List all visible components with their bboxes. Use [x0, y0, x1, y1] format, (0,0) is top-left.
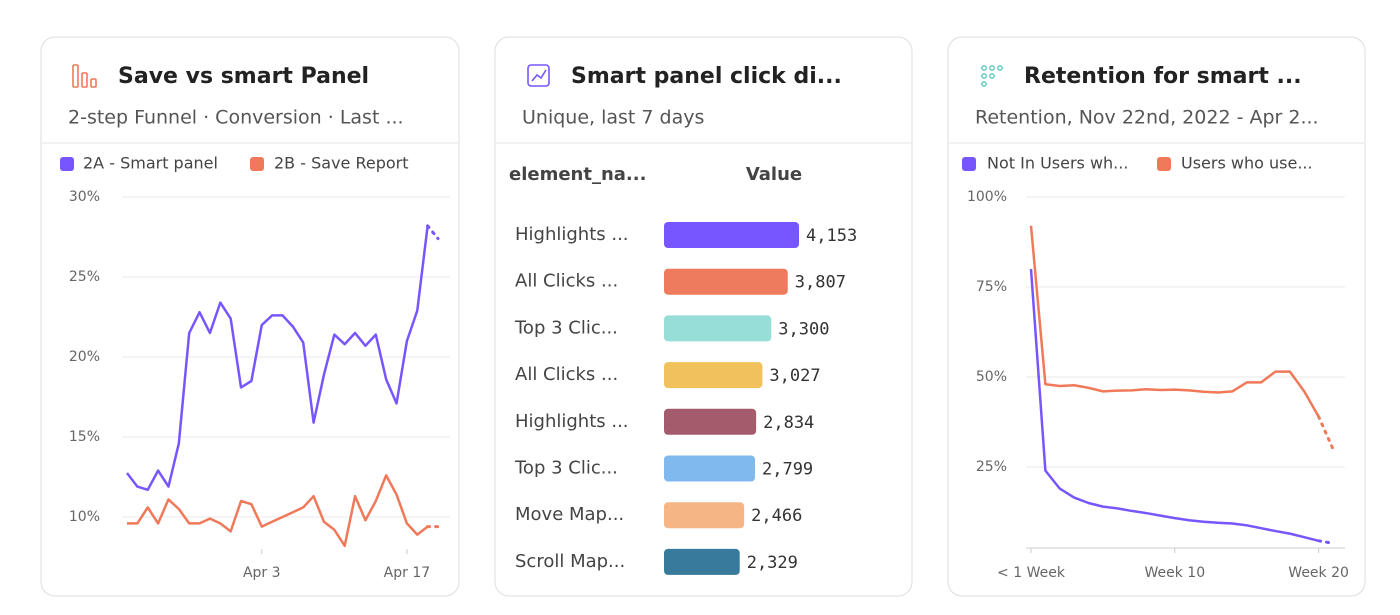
retention-icon: [981, 65, 1003, 87]
value-label: 3,300: [778, 319, 829, 339]
y-tick-label: 20%: [69, 349, 100, 365]
legend-swatch: [250, 157, 264, 171]
row-label: Move Map...: [515, 504, 624, 525]
card[interactable]: [947, 36, 1366, 597]
value-label: 4,153: [806, 226, 857, 246]
card-subtitle: Unique, last 7 days: [522, 107, 704, 129]
x-tick-label: Week 10: [1144, 565, 1205, 581]
x-tick-label: Week 20: [1288, 565, 1349, 581]
x-tick-label: < 1 Week: [997, 565, 1066, 581]
bar: [664, 268, 788, 295]
bar: [664, 362, 763, 389]
card-subtitle: Retention, Nov 22nd, 2022 - Apr 2...: [975, 107, 1319, 129]
card-title[interactable]: Retention for smart ...: [1024, 64, 1302, 89]
card-subtitle: 2-step Funnel · Conversion · Last ...: [68, 107, 404, 129]
legend-label: Not In Users wh...: [987, 154, 1128, 173]
bar: [664, 315, 772, 342]
value-label: 2,329: [747, 553, 798, 573]
card-title[interactable]: Save vs smart Panel: [118, 64, 369, 89]
series-line: [127, 474, 429, 548]
row-label: Top 3 Clic...: [514, 458, 618, 479]
y-tick-label: 50%: [976, 369, 1007, 385]
legend-label: 2B - Save Report: [274, 154, 409, 173]
bar: [664, 222, 799, 248]
legend-label: Users who use...: [1181, 154, 1313, 173]
series-projection: [1317, 539, 1335, 545]
legend-swatch: [962, 157, 976, 171]
bar: [664, 455, 755, 482]
bar: [664, 548, 740, 575]
series-projection: [426, 224, 440, 241]
legend-swatch: [60, 157, 74, 171]
y-tick-label: 25%: [69, 269, 100, 285]
row-label: All Clicks ...: [515, 271, 618, 292]
y-tick-label: 75%: [976, 279, 1007, 295]
bar: [664, 502, 745, 529]
funnel-icon: [72, 64, 97, 88]
series-projection: [1317, 415, 1335, 451]
y-tick-label: 30%: [69, 189, 100, 205]
insights-icon: [527, 64, 550, 87]
series-line: [1029, 268, 1319, 543]
row-label: Highlights ...: [515, 224, 629, 245]
row-label: Scroll Map...: [515, 551, 625, 572]
y-tick-label: 10%: [69, 509, 100, 525]
column-header: Value: [746, 164, 802, 185]
row-label: Top 3 Clic...: [514, 317, 618, 338]
y-tick-label: 100%: [967, 189, 1007, 205]
column-header: element_na...: [509, 164, 646, 185]
value-label: 2,834: [763, 413, 814, 433]
legend-label: 2A - Smart panel: [83, 154, 218, 173]
value-label: 3,807: [795, 273, 846, 293]
card[interactable]: [40, 36, 460, 597]
y-tick-label: 15%: [69, 429, 100, 445]
y-tick-label: 25%: [976, 459, 1007, 475]
x-tick-label: Apr 17: [384, 565, 430, 581]
x-tick-label: Apr 3: [243, 565, 281, 581]
value-label: 2,799: [762, 460, 813, 480]
value-label: 3,027: [769, 366, 820, 386]
row-label: Highlights ...: [515, 411, 629, 432]
legend-swatch: [1157, 157, 1171, 171]
series-line: [1029, 225, 1320, 418]
card-title[interactable]: Smart panel click di...: [571, 64, 842, 89]
row-label: All Clicks ...: [515, 364, 618, 385]
bar: [664, 408, 757, 435]
value-label: 2,466: [751, 506, 802, 526]
series-line: [126, 225, 429, 492]
